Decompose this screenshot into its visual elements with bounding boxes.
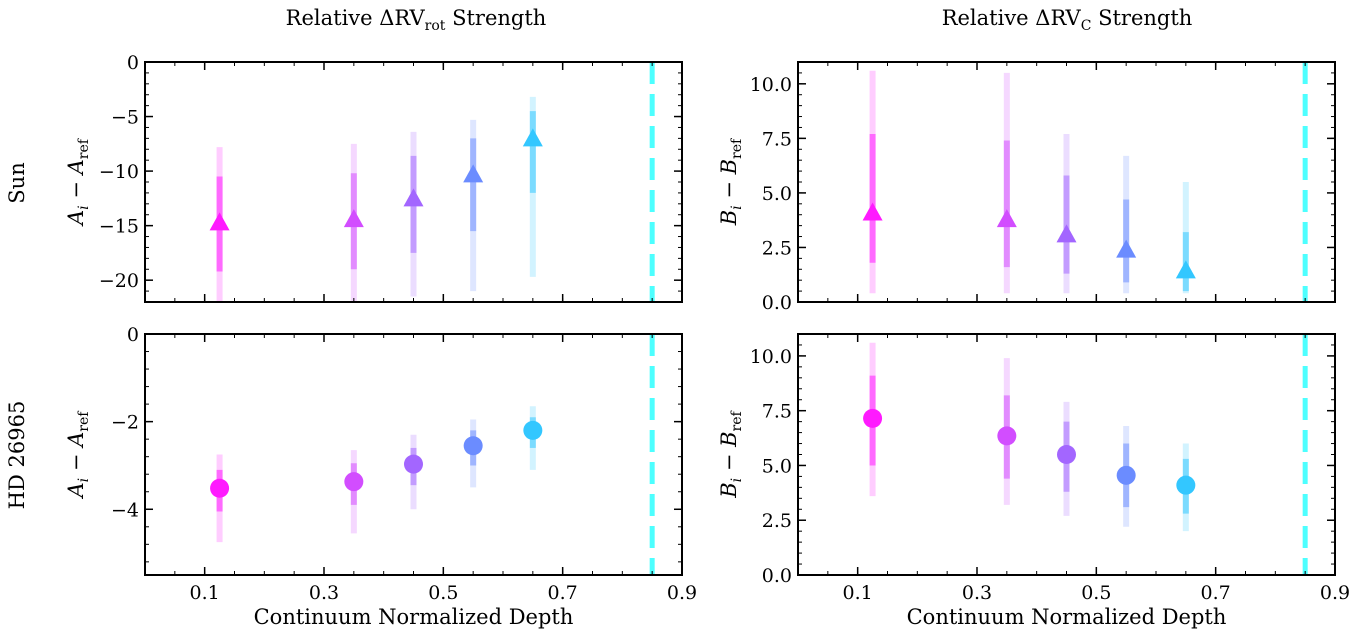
y-tick-label: 0 [127, 324, 139, 346]
column-title-prefix: Relative ΔRV [286, 6, 426, 30]
y-label-symbol: B [717, 210, 741, 226]
y-label-subscript: ref [76, 137, 92, 159]
y-tick-label: 7.5 [762, 128, 792, 150]
data-point [344, 472, 364, 492]
y-label-subscript: ref [729, 409, 745, 431]
y-axis-label: Bi − Bref [717, 137, 745, 226]
data-point [1056, 224, 1077, 243]
data-point [863, 408, 883, 428]
data-point [343, 209, 364, 228]
y-label-subscript: ref [729, 137, 745, 159]
y-label-separator: − [64, 174, 88, 205]
data-point [403, 188, 424, 207]
y-tick-label: 5.0 [762, 183, 792, 205]
panel-1: 0 −5 −10 −15 −20 Ai − Aref [64, 52, 683, 303]
column-title-subscript: C [1081, 18, 1092, 34]
row-label: HD 26965 [5, 401, 29, 510]
panel-4: 0.1 0.3 0.5 0.7 0.9 0.0 2.5 5.0 7.5 10.0 Bi − Bref… [717, 333, 1350, 629]
y-label-symbol: A [64, 159, 88, 176]
x-tick-label: 0.3 [309, 582, 339, 604]
row-label: Sun [5, 162, 29, 203]
y-label-subscript: i [729, 478, 745, 482]
column-title-suffix: Strength [445, 6, 546, 30]
data-point [523, 420, 543, 440]
x-axis-label: Continuum Normalized Depth [254, 605, 574, 629]
y-label-symbol: A [64, 482, 88, 499]
y-label-subscript: i [76, 478, 92, 482]
x-tick-label: 0.5 [428, 582, 458, 604]
y-tick-label: −5 [111, 107, 139, 129]
x-tick-label: 0.1 [843, 582, 873, 604]
y-tick-label: −15 [99, 216, 139, 238]
data-point [463, 164, 484, 183]
x-tick-label: 0.9 [667, 582, 697, 604]
y-tick-label: 0 [127, 52, 139, 74]
x-axis-label: Continuum Normalized Depth [907, 605, 1227, 629]
data-point [862, 202, 883, 221]
y-label-subscript: i [729, 205, 745, 209]
y-axis-label: Bi − Bref [717, 409, 745, 498]
column-title: Relative ΔRVrot Strength [286, 6, 547, 34]
data-point [210, 478, 230, 498]
panel-2: 0.0 2.5 5.0 7.5 10.0 Bi − Bref [717, 61, 1336, 314]
y-tick-label: 0.0 [762, 565, 792, 587]
y-axis-label: Ai − Aref [64, 137, 92, 227]
data-point [404, 454, 423, 474]
data-point [1057, 445, 1076, 464]
x-tick-label: 0.3 [962, 582, 992, 604]
x-tick-label: 0.1 [190, 582, 220, 604]
y-label-separator: − [64, 447, 88, 478]
data-point [1176, 475, 1196, 495]
column-title-suffix: Strength [1091, 6, 1192, 30]
y-tick-label: 5.0 [762, 455, 792, 477]
y-label-subscript: i [76, 205, 92, 209]
y-tick-label: 10.0 [750, 74, 792, 96]
x-tick-label: 0.9 [1320, 582, 1350, 604]
y-label-subscript: ref [76, 410, 92, 432]
data-point [1175, 260, 1196, 279]
y-label-symbol: B [717, 159, 741, 175]
data-point [463, 436, 483, 456]
x-tick-label: 0.7 [548, 582, 578, 604]
data-point [1116, 465, 1136, 485]
y-tick-label: 7.5 [762, 401, 792, 423]
y-tick-label: −2 [111, 412, 139, 434]
y-tick-label: 0.0 [762, 292, 792, 314]
x-tick-label: 0.5 [1081, 582, 1111, 604]
column-title: Relative ΔRVC Strength [942, 6, 1193, 34]
x-tick-label: 0.7 [1201, 582, 1231, 604]
y-label-separator: − [717, 447, 741, 478]
y-tick-label: 10.0 [750, 346, 792, 368]
panel-3: 0.1 0.3 0.5 0.7 0.9 0 −2 −4 Ai − Aref Continuum N… [64, 324, 697, 629]
y-tick-label: 2.5 [762, 510, 792, 532]
y-label-symbol: A [64, 432, 88, 449]
y-label-symbol: A [64, 210, 88, 227]
column-title-subscript: rot [425, 18, 446, 34]
y-tick-label: 2.5 [762, 237, 792, 259]
data-point [996, 209, 1017, 228]
y-label-symbol: B [717, 482, 741, 498]
data-point [522, 128, 543, 147]
y-label-separator: − [717, 174, 741, 205]
y-tick-label: −20 [99, 270, 139, 292]
y-tick-label: −10 [99, 161, 139, 183]
data-point [997, 426, 1017, 446]
data-point [209, 212, 230, 231]
y-axis-label: Ai − Aref [64, 410, 92, 500]
data-point [1116, 239, 1137, 258]
column-title-prefix: Relative ΔRV [942, 6, 1082, 30]
y-label-symbol: B [717, 431, 741, 447]
y-tick-label: −4 [111, 499, 139, 521]
